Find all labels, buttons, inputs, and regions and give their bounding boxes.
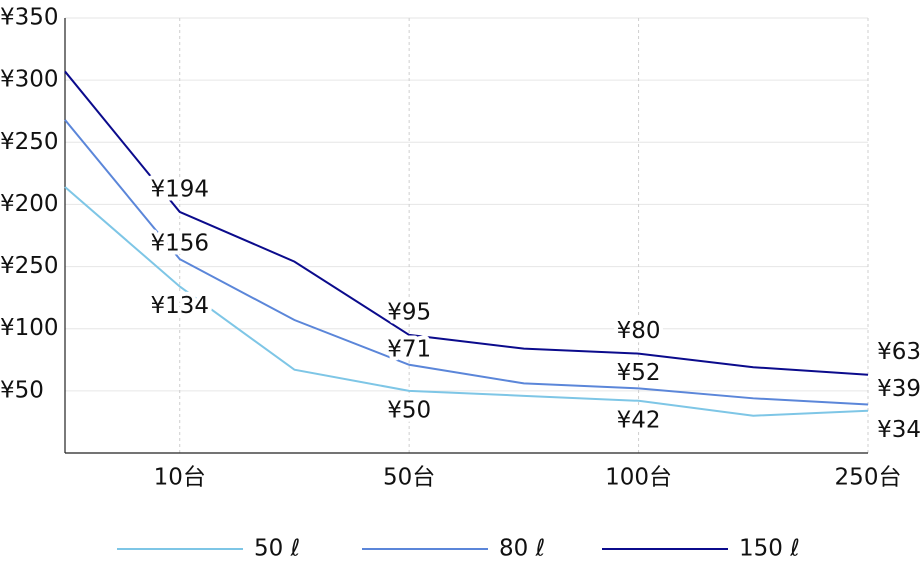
legend-label: 150 ℓ [739, 536, 800, 562]
data-label: ¥71 [387, 336, 431, 362]
data-label: ¥134 [150, 293, 209, 319]
data-label: ¥50 [387, 397, 431, 423]
x-tick-label: 250台 [835, 465, 902, 491]
legend-label: 50 ℓ [254, 536, 300, 562]
data-label: ¥42 [617, 407, 661, 433]
series-line [64, 119, 869, 406]
data-label: ¥39 [877, 376, 921, 402]
grid [65, 17, 869, 453]
data-label: ¥80 [617, 318, 661, 344]
data-label: ¥95 [387, 299, 431, 325]
data-label: ¥194 [150, 176, 209, 202]
legend-label: 80 ℓ [499, 536, 545, 562]
series-line [64, 70, 869, 376]
x-tick-label: 10台 [154, 465, 206, 491]
y-tick-label: ¥100 [0, 315, 59, 341]
y-tick-label: ¥250 [0, 253, 59, 279]
data-label: ¥63 [877, 339, 921, 365]
data-label: ¥156 [150, 231, 209, 257]
data-label: ¥34 [877, 417, 921, 443]
y-tick-label: ¥250 [0, 129, 59, 155]
y-tick-label: ¥200 [0, 191, 59, 217]
y-tick-label: ¥300 [0, 67, 59, 93]
x-tick-label: 50台 [383, 465, 435, 491]
x-tick-label: 100台 [605, 465, 672, 491]
y-tick-label: ¥350 [0, 5, 59, 31]
data-label: ¥52 [617, 360, 661, 386]
series-line [64, 186, 869, 417]
y-tick-label: ¥50 [0, 377, 44, 403]
